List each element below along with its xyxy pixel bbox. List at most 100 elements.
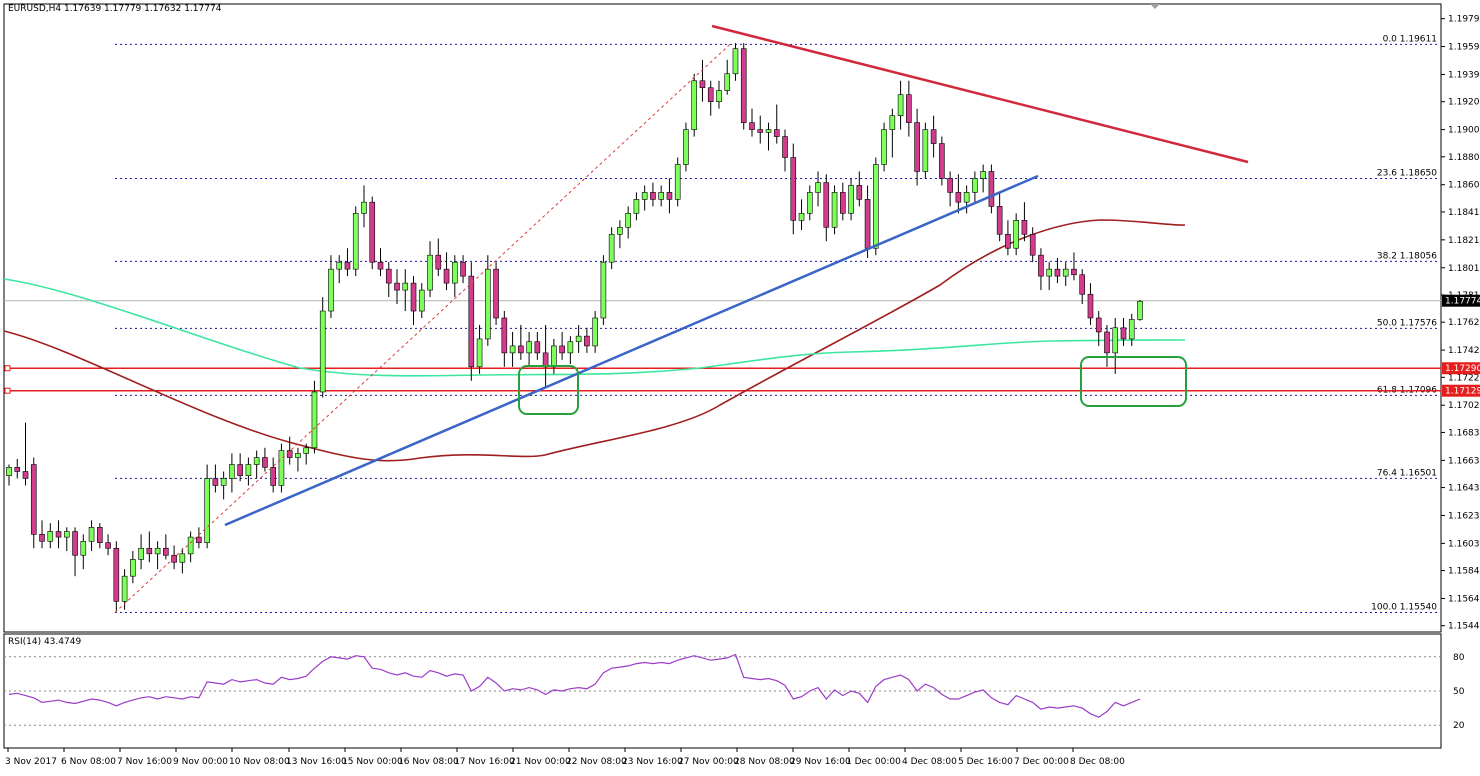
y-tick-label: 1.19595 xyxy=(1448,43,1480,53)
x-axis: 3 Nov 2017 6 Nov 08:00 7 Nov 16:00 9 Nov 00… xyxy=(5,748,1125,767)
bear-candle xyxy=(534,341,541,354)
y-tick-label: 1.18210 xyxy=(1448,236,1480,246)
bear-candle xyxy=(1029,233,1036,256)
bull-candle xyxy=(1046,268,1052,277)
chart-title: EURUSD,H4 1.17639 1.17779 1.17632 1.1777… xyxy=(8,4,222,14)
bull-candle xyxy=(278,450,285,486)
bear-candle xyxy=(650,192,656,200)
bull-candle xyxy=(831,192,838,228)
moving-average-green xyxy=(3,278,1186,377)
bull-candle xyxy=(303,447,309,454)
bear-candle xyxy=(790,157,797,221)
bull-candle xyxy=(641,192,648,200)
y-tick-label: 1.19795 xyxy=(1448,15,1480,25)
bull-candle xyxy=(980,171,986,179)
support-zone-box[interactable] xyxy=(1080,356,1187,407)
support-price-label: 1.17129 xyxy=(1445,387,1480,397)
fib-level-label: 38.2 1.18056 xyxy=(1377,251,1437,261)
support-zone-box[interactable] xyxy=(518,365,579,415)
x-tick-label: 10 Nov 08:00 xyxy=(229,757,290,767)
bull-candle xyxy=(625,213,631,228)
bear-candle xyxy=(1071,268,1077,276)
bull-candle xyxy=(1062,268,1069,277)
fib-level-label: 50.0 1.17576 xyxy=(1377,318,1437,328)
bull-candle xyxy=(485,268,491,340)
bear-candle xyxy=(740,48,747,123)
y-tick-label: 1.16235 xyxy=(1448,511,1480,521)
x-tick-label: 4 Dec 08:00 xyxy=(902,757,957,767)
bull-candle xyxy=(765,129,772,133)
bear-candle xyxy=(410,282,417,312)
bear-candle xyxy=(955,192,962,203)
bull-candle xyxy=(187,536,194,555)
rsi-line xyxy=(8,653,1141,718)
x-tick-label: 7 Dec 00:00 xyxy=(1014,757,1069,767)
bull-candle xyxy=(889,115,896,130)
bear-candle xyxy=(864,199,871,249)
bull-candle xyxy=(732,48,739,75)
y-tick-label: 1.19200 xyxy=(1448,98,1480,108)
y-tick-label: 1.19395 xyxy=(1448,70,1480,80)
bull-candle xyxy=(592,317,598,347)
fib-level-label: 0.0 1.19611 xyxy=(1383,34,1437,44)
bear-candle xyxy=(906,94,912,123)
bear-candle xyxy=(930,129,937,144)
bull-candle xyxy=(179,553,186,563)
x-tick-label: 5 Dec 16:00 xyxy=(958,757,1013,767)
bull-candle xyxy=(154,547,161,555)
bullish-trendline[interactable] xyxy=(224,174,1039,527)
bear-candle xyxy=(559,345,565,354)
fibonacci-diagonal[interactable] xyxy=(114,43,731,613)
x-tick-label: 15 Nov 00:00 xyxy=(342,757,403,767)
y-tick-label: 1.16630 xyxy=(1448,456,1480,466)
bull-candle xyxy=(897,94,904,116)
bull-candle xyxy=(63,531,70,538)
line-handle-icon[interactable] xyxy=(4,365,11,372)
bull-candle xyxy=(683,129,689,165)
bear-candle xyxy=(369,201,376,263)
x-tick-label: 17 Nov 16:00 xyxy=(454,757,515,767)
bear-candle xyxy=(749,122,755,130)
bull-candle xyxy=(674,164,681,200)
bearish-trendline[interactable] xyxy=(711,24,1249,164)
y-tick-label: 1.15445 xyxy=(1448,622,1480,632)
bull-candle xyxy=(848,185,854,214)
bull-candle xyxy=(6,467,12,476)
x-tick-label: 28 Nov 08:00 xyxy=(734,757,795,767)
bull-candle xyxy=(724,73,731,91)
bear-candle xyxy=(113,547,120,602)
bull-candle xyxy=(319,310,326,393)
fib-level-label: 23.6 1.18650 xyxy=(1377,168,1437,178)
bull-candle xyxy=(575,335,582,343)
x-tick-label: 29 Nov 16:00 xyxy=(790,757,851,767)
bear-candle xyxy=(1104,331,1110,354)
current-price-tag xyxy=(1442,294,1480,307)
bull-candle xyxy=(204,478,210,543)
y-tick-label: 1.18010 xyxy=(1448,264,1480,274)
bear-candle xyxy=(1095,317,1102,333)
bear-candle xyxy=(823,182,830,228)
bear-candle xyxy=(385,268,392,284)
bear-candle xyxy=(460,261,466,277)
x-tick-label: 1 Dec 00:00 xyxy=(846,757,901,767)
rsi-level-label: 20 xyxy=(1453,721,1465,731)
bear-candle xyxy=(707,87,714,102)
x-tick-label: 8 Dec 08:00 xyxy=(1070,757,1125,767)
bear-candle xyxy=(939,143,945,179)
bull-candle xyxy=(295,453,301,458)
y-tick-label: 1.16035 xyxy=(1448,539,1480,549)
bull-candle xyxy=(526,341,532,354)
bear-candle xyxy=(344,261,351,270)
bear-candle xyxy=(947,178,953,193)
bear-candle xyxy=(14,467,21,472)
bull-candle xyxy=(567,341,574,354)
y-tick-label: 1.17420 xyxy=(1448,346,1480,356)
line-handle-icon[interactable] xyxy=(4,387,11,394)
bear-candle xyxy=(262,457,268,468)
rsi-title: RSI(14) 43.4749 xyxy=(8,637,82,647)
bull-candle xyxy=(873,164,879,249)
rsi-panel-frame xyxy=(3,633,1442,749)
x-tick-label: 9 Nov 00:00 xyxy=(173,757,228,767)
y-tick-label: 1.16830 xyxy=(1448,428,1480,438)
